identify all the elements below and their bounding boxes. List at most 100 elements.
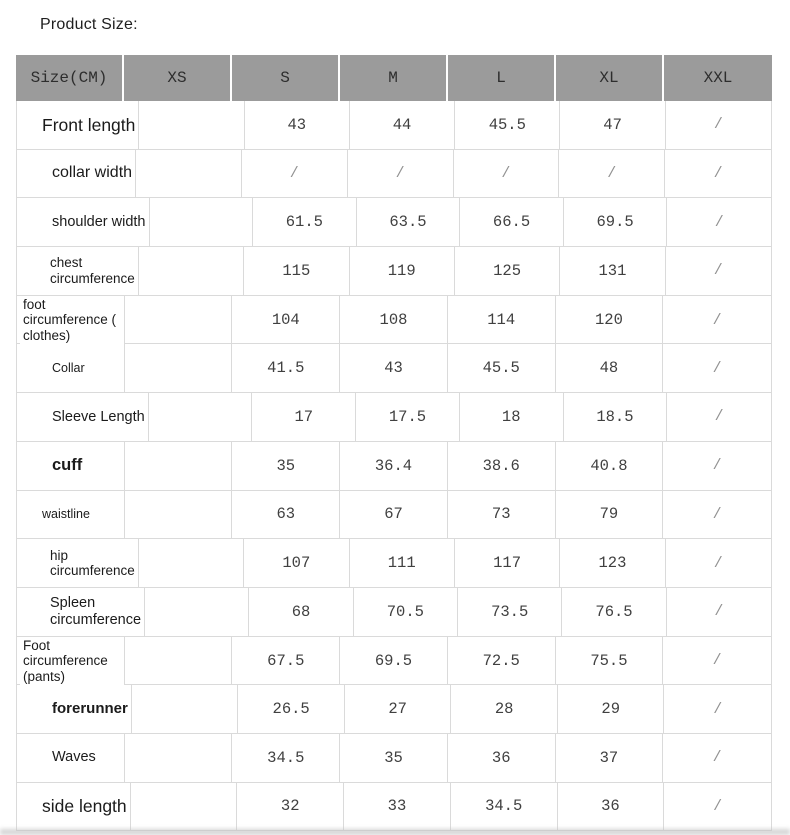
table-row-sleeve-length: Sleeve Length 17 17.5 18 18.5 / [17,393,771,442]
cell-xs [132,685,239,733]
page-title: Product Size: [40,16,138,33]
row-label: Waves [49,748,99,768]
cell-xs [150,198,254,247]
cell-xxl: / [713,797,723,815]
cell-xl: 79 [556,490,664,539]
cell-l: 117 [455,539,561,587]
header-cell-m: M [340,55,448,101]
cell-m: 17.5 [356,393,460,441]
cell-xs [131,782,238,831]
cell-xl: 131 [560,247,666,295]
cell-l: 38.6 [448,441,556,490]
cell-s: 115 [244,247,350,295]
cell-s: 68 [249,587,354,636]
row-label: foot circumference ( clothes) [20,295,124,345]
cell-xs [139,539,245,587]
cell-xxl: / [714,408,724,426]
cell-xxl: / [714,213,724,231]
table-row-collar: Collar 41.5 43 45.5 48 / [17,344,771,394]
row-label-cell: foot circumference ( clothes) [17,295,125,345]
cell-xl: 120 [556,295,664,345]
cell-xs [125,441,233,490]
cell-s: 32 [237,782,345,831]
cell-xs [125,295,233,345]
table-row-chest-circumference: chest circumference 115 119 125 131 / [17,247,771,296]
cell-s: 43 [245,101,350,149]
cell-m: 67 [340,490,448,539]
table-row-foot-circumference-pants: Foot circumference (pants) 67.5 69.5 72.… [17,636,771,686]
row-label: Foot circumference (pants) [20,636,124,686]
cell-l: 45.5 [455,101,561,149]
cell-l: 28 [451,685,558,733]
row-label-cell: Collar [17,344,125,393]
cell-m: 69.5 [340,636,448,686]
cell-xxl: / [714,603,724,621]
cell-xl: 29 [558,685,665,733]
cell-m: 27 [345,685,452,733]
cell-xl: 48 [556,344,664,393]
header-cell-xs: XS [124,55,232,101]
header-cell-s: S [232,55,340,101]
header-cell-l: L [448,55,556,101]
cell-xxl: / [712,505,722,523]
row-label-cell: Waves [17,733,125,782]
cell-m: 70.5 [354,587,459,636]
cell-l: / [454,149,560,198]
cell-m: 63.5 [357,198,461,247]
cell-s: 107 [244,539,350,587]
cell-xxl: / [713,116,723,134]
row-label-cell: side length [17,782,131,831]
header-cell-xl: XL [556,55,664,101]
row-label: waistline [39,506,93,523]
row-label: forerunner [49,699,131,719]
cell-xs [125,490,233,539]
header-cell-xxl: XXL [664,55,772,101]
table-row-foot-circumference-clothes: foot circumference ( clothes) 104 108 11… [17,295,771,345]
cell-m: 43 [340,344,448,393]
row-label: side length [39,795,130,818]
cell-xl: 69.5 [564,198,668,247]
cell-xs [136,149,242,198]
table-row-spleen-circumference: Spleen circumference 68 70.5 73.5 76.5 / [17,587,771,637]
cell-xl: 37 [556,733,664,782]
cell-m: 111 [350,539,455,587]
cell-l: 72.5 [448,636,556,686]
cell-xxl: / [713,262,723,280]
cell-s: 63 [232,490,341,539]
cell-l: 125 [455,247,561,295]
table-row-shoulder-width: shoulder width 61.5 63.5 66.5 69.5 / [17,198,771,248]
cell-xxl: / [712,311,722,329]
cell-m: 33 [344,782,451,831]
cell-xxl: / [713,700,723,718]
row-label-cell: Spleen circumference [17,587,146,636]
cell-s: 61.5 [253,198,357,247]
row-label: Collar [49,360,88,377]
cell-m: 44 [350,101,456,149]
cell-xs [139,101,245,149]
cell-xl: 18.5 [564,393,668,441]
row-label: Spleen circumference [47,594,145,630]
cell-m: 35 [340,733,448,782]
table-row-waves: Waves 34.5 35 36 37 / [17,733,771,783]
row-label: cuff [49,455,86,477]
cell-s: 104 [232,295,341,345]
cell-s: 67.5 [232,636,341,686]
cell-xs [125,733,233,782]
cell-l: 34.5 [451,782,558,831]
row-label-cell: Front length [17,101,140,149]
cell-xl: / [559,149,666,198]
cell-xl: 75.5 [556,636,664,686]
row-label: collar width [49,163,136,184]
row-label: Front length [39,113,139,136]
cell-xxl: / [712,652,722,670]
row-label-cell: shoulder width [17,198,150,247]
cell-xxl: / [712,457,722,475]
cell-l: 66.5 [460,198,564,247]
cell-m: / [348,149,454,198]
cell-s: 34.5 [232,733,341,782]
cell-xxl: / [713,165,723,183]
table-row-side-length: side length 32 33 34.5 36 / [17,782,771,832]
cell-l: 45.5 [448,344,556,393]
size-table-body: Front length 43 44 45.5 47 / collar widt… [16,101,772,832]
row-label-cell: hip circumference [17,539,139,587]
